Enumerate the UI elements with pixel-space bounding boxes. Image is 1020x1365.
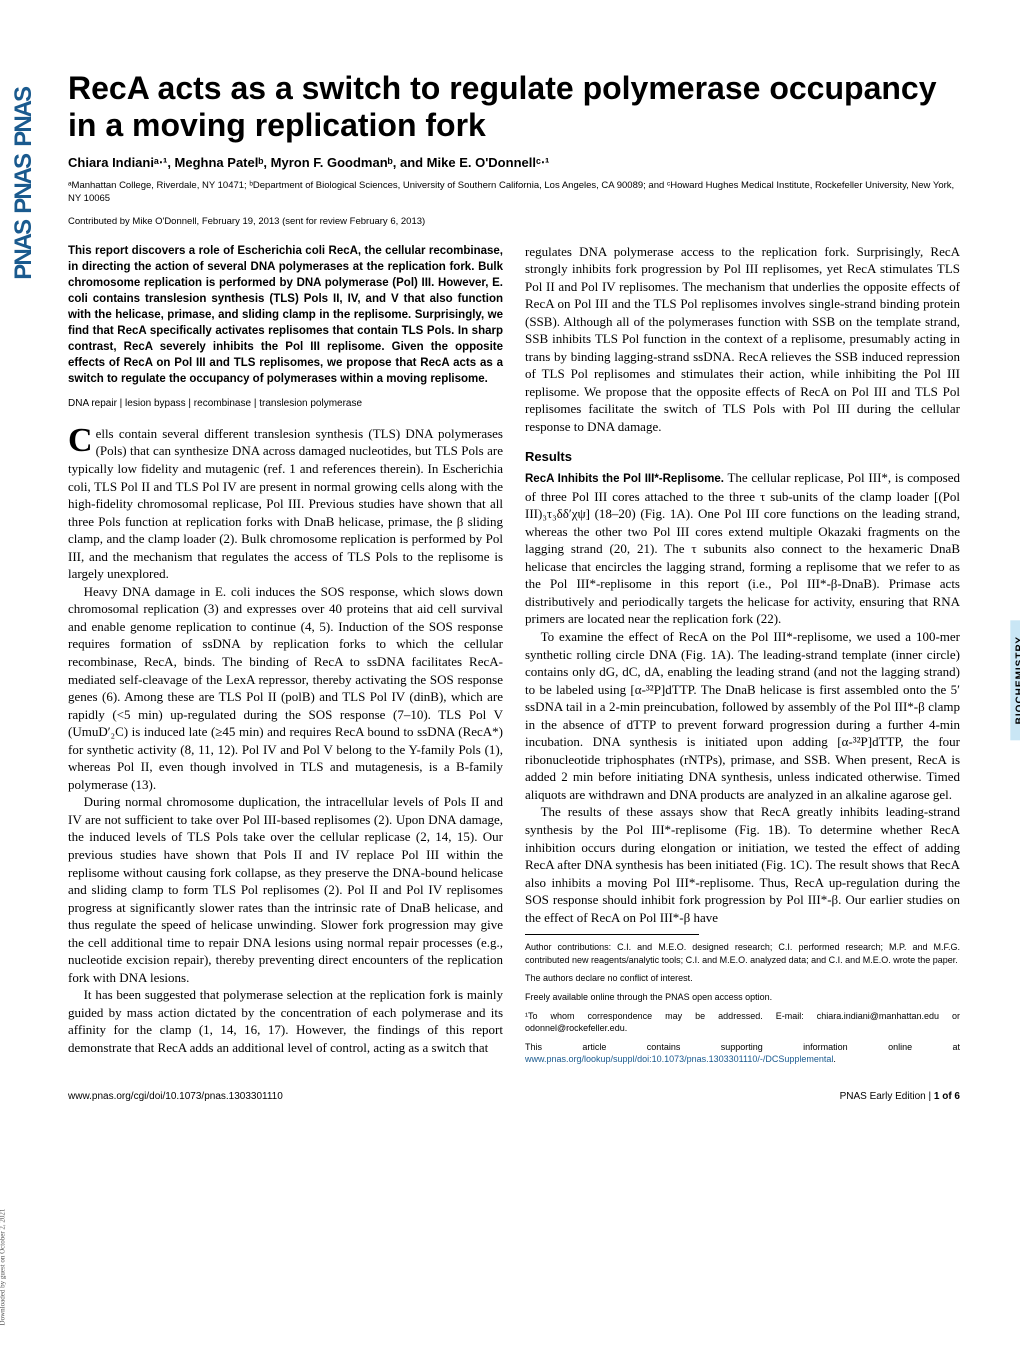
supplemental-info: This article contains supporting informa…	[525, 1041, 960, 1066]
suppl-prefix: This article contains supporting informa…	[525, 1042, 960, 1052]
pnas-logo: PNAS	[8, 88, 40, 147]
article-title: RecA acts as a switch to regulate polyme…	[68, 70, 960, 144]
body-paragraph: Cells contain several different transles…	[68, 425, 503, 583]
open-access-statement: Freely available online through the PNAS…	[525, 991, 960, 1004]
author-contributions: Author contributions: C.I. and M.E.O. de…	[525, 941, 960, 966]
body-paragraph: Heavy DNA damage in E. coli induces the …	[68, 583, 503, 794]
biochemistry-side-label: BIOCHEMISTRY	[1010, 620, 1020, 740]
abstract: This report discovers a role of Escheric…	[68, 243, 503, 388]
page-content: BIOCHEMISTRY RecA acts as a switch to re…	[48, 0, 1020, 1144]
body-paragraph: During normal chromosome duplication, th…	[68, 793, 503, 986]
authors: Chiara Indianiᵃ⋅¹, Meghna Patelᵇ, Myron …	[68, 154, 960, 172]
pnas-left-bar: PNAS PNAS PNAS Downloaded by guest on Oc…	[0, 0, 48, 1144]
pnas-logo: PNAS	[8, 155, 40, 214]
contributed-line: Contributed by Mike O'Donnell, February …	[68, 216, 960, 229]
pnas-logo: PNAS	[8, 221, 40, 280]
results-paragraph: RecA Inhibits the Pol III*-Replisome. Th…	[525, 469, 960, 628]
footer-page-number: PNAS Early Edition | 1 of 6	[840, 1090, 960, 1104]
keywords: DNA repair | lesion bypass | recombinase…	[68, 397, 503, 411]
results-heading: Results	[525, 448, 960, 466]
download-note: Downloaded by guest on October 2, 2021	[0, 1208, 8, 1325]
footnotes-rule	[525, 934, 699, 935]
pnas-logo-stack: PNAS PNAS PNAS	[8, 80, 40, 288]
footer-doi: www.pnas.org/cgi/doi/10.1073/pnas.130330…	[68, 1090, 283, 1104]
results-paragraph: The results of these assays show that Re…	[525, 803, 960, 926]
correspondence: ¹To whom correspondence may be addressed…	[525, 1010, 960, 1035]
results-text: The cellular replicase, Pol III*, is com…	[525, 470, 960, 626]
suppl-suffix: .	[833, 1054, 836, 1064]
affiliations: ᵃManhattan College, Riverdale, NY 10471;…	[68, 179, 960, 206]
conflict-statement: The authors declare no conflict of inter…	[525, 972, 960, 985]
supplemental-link[interactable]: www.pnas.org/lookup/suppl/doi:10.1073/pn…	[525, 1054, 833, 1064]
results-runin-heading: RecA Inhibits the Pol III*-Replisome.	[525, 473, 724, 485]
results-paragraph: To examine the effect of RecA on the Pol…	[525, 628, 960, 803]
page-footer: www.pnas.org/cgi/doi/10.1073/pnas.130330…	[68, 1084, 960, 1104]
footnotes: Author contributions: C.I. and M.E.O. de…	[525, 941, 960, 1066]
two-column-body: This report discovers a role of Escheric…	[68, 243, 960, 1067]
body-paragraph: It has been suggested that polymerase se…	[68, 986, 503, 1056]
col2-continuation: regulates DNA polymerase access to the r…	[525, 243, 960, 436]
